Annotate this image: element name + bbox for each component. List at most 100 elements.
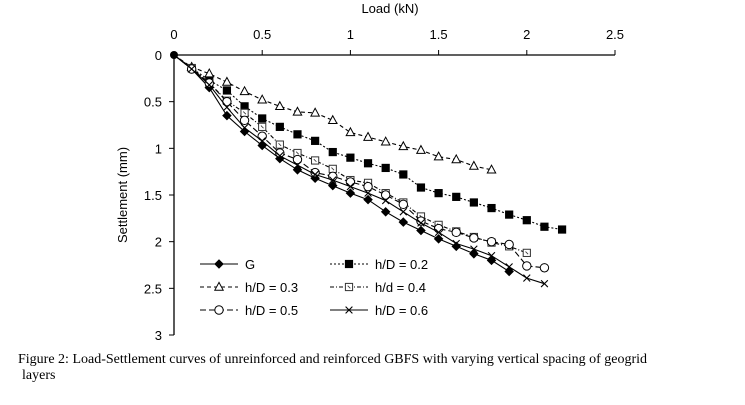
caption-line-2: layers <box>22 368 56 383</box>
marker-diamond <box>345 188 356 198</box>
marker-filled-square <box>557 225 567 234</box>
marker-diamond <box>222 110 232 121</box>
y-tick-labels: 0 0.5 1 1.5 2 2.5 3 <box>144 48 162 343</box>
figure-caption: Figure 2: Load-Settlement curves of unre… <box>18 352 745 384</box>
marker-x-stroke <box>470 245 478 253</box>
marker-open-square-dot <box>525 251 529 255</box>
legend-label: h/D = 0.2 <box>375 257 428 272</box>
marker-triangle <box>451 153 462 164</box>
y-tick-label: 2.5 <box>144 281 162 296</box>
marker-circle <box>398 199 409 210</box>
x-tick-label: 1.5 <box>430 27 448 42</box>
marker-x-stroke <box>345 306 353 314</box>
marker-x-stroke <box>346 182 355 191</box>
marker-triangle <box>380 136 391 146</box>
marker-circle <box>345 177 356 187</box>
marker-x-stroke <box>293 161 302 169</box>
legend-item: h/d = 0.4 <box>330 280 426 295</box>
marker-x-stroke <box>505 263 513 271</box>
marker-circle <box>214 305 224 315</box>
marker-circle <box>292 154 303 165</box>
marker-filled-square <box>522 216 531 225</box>
marker-triangle <box>204 68 215 78</box>
marker-triangle <box>221 76 232 86</box>
marker-x-stroke <box>276 152 284 160</box>
marker-x-stroke <box>364 189 372 197</box>
marker-open-square-dot <box>347 285 351 289</box>
marker-filled-square <box>293 130 302 139</box>
plot-series <box>170 51 567 288</box>
marker-circle <box>416 216 426 226</box>
x-tick-label: 0.5 <box>253 27 271 42</box>
series-h-d-0-6 <box>173 54 549 288</box>
marker-diamond <box>398 217 409 227</box>
marker-x-stroke <box>434 228 443 237</box>
series-g <box>173 54 514 277</box>
legend-item: h/D = 0.5 <box>200 303 298 318</box>
marker-x-stroke <box>417 219 425 227</box>
marker-filled-square <box>275 122 284 131</box>
marker-filled-square <box>344 259 354 269</box>
marker-filled-square <box>328 147 337 157</box>
marker-filled-square <box>346 153 355 162</box>
marker-filled-square <box>452 192 461 201</box>
marker-triangle <box>213 281 225 291</box>
legend-item: h/D = 0.6 <box>330 303 428 318</box>
marker-circle <box>522 261 532 271</box>
y-tick-label: 3 <box>155 328 162 343</box>
origin-marker <box>170 51 178 59</box>
marker-diamond <box>469 249 479 259</box>
marker-x-stroke <box>540 279 549 288</box>
y-tick-label: 0.5 <box>144 95 162 110</box>
marker-filled-square <box>487 203 496 213</box>
marker-triangle <box>239 85 250 96</box>
marker-triangle <box>310 107 321 117</box>
marker-open-square-dot <box>313 158 317 163</box>
marker-x-stroke <box>223 103 231 112</box>
y-axis-title: Settlement (mm) <box>115 147 130 243</box>
x-tick-label: 2.5 <box>606 27 624 42</box>
marker-diamond <box>416 225 426 236</box>
marker-circle <box>451 227 461 238</box>
marker-triangle <box>398 140 409 151</box>
marker-triangle <box>345 126 356 137</box>
series-line <box>173 54 545 269</box>
marker-triangle <box>468 160 479 170</box>
series-line <box>173 54 545 285</box>
marker-circle <box>539 263 550 273</box>
marker-x-stroke <box>187 65 196 73</box>
marker-x-stroke <box>258 137 266 145</box>
marker-x-stroke <box>487 251 496 260</box>
legend-item: h/D = 0.2 <box>330 257 428 272</box>
marker-open-square-dot <box>242 111 247 115</box>
marker-diamond <box>363 194 373 205</box>
marker-x-stroke <box>452 239 461 248</box>
marker-diamond <box>327 180 338 191</box>
marker-triangle <box>292 106 303 116</box>
legend-label: h/d = 0.4 <box>375 280 426 295</box>
legend-item: G <box>200 257 255 272</box>
x-axis-title: Load (kN) <box>361 1 418 16</box>
y-tick-label: 1 <box>155 141 162 156</box>
series-h-d-0-2 <box>173 54 567 234</box>
marker-x-stroke <box>381 196 390 205</box>
marker-x-stroke <box>328 176 337 184</box>
marker-filled-square <box>222 86 232 95</box>
marker-circle <box>469 233 479 243</box>
marker-circle <box>504 239 514 250</box>
marker-filled-square <box>469 198 478 207</box>
marker-open-square-dot <box>295 151 300 155</box>
marker-filled-square <box>363 159 373 168</box>
y-tick-label: 0 <box>155 48 162 63</box>
marker-filled-square <box>540 222 549 231</box>
marker-triangle <box>257 94 268 104</box>
load-settlement-chart: Load (kN) Settlement (mm) 0 0.5 1 1.5 2 2.5 0… <box>115 1 624 343</box>
legend-label: h/D = 0.5 <box>245 303 298 318</box>
marker-filled-square <box>434 189 443 198</box>
marker-diamond <box>380 207 391 217</box>
marker-circle <box>486 236 497 247</box>
marker-x-stroke <box>205 81 214 89</box>
marker-open-square-dot <box>260 125 264 129</box>
y-tick-label: 1.5 <box>144 188 162 203</box>
marker-circle <box>363 181 373 192</box>
